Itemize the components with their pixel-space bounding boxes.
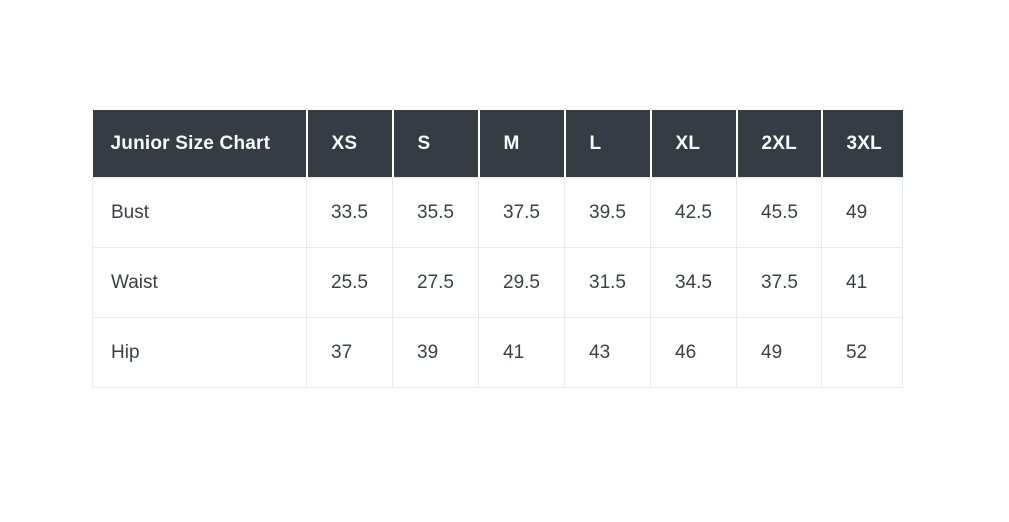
header-row: Junior Size Chart XS S M L XL 2XL 3XL [92,110,903,178]
row-label-hip: Hip [92,317,307,388]
column-header-m: M [477,110,565,178]
value-cell-hip-xs: 37 [306,317,393,388]
table-row-waist: Waist 25.5 27.5 29.5 31.5 34.5 37.5 41 [92,247,903,318]
table-title-cell: Junior Size Chart [92,110,307,178]
column-header-xs: XS [305,110,393,178]
table-row-hip: Hip 37 39 41 43 46 49 52 [92,317,903,388]
value-cell-bust-xs: 33.5 [306,177,393,248]
value-cell-bust-xl: 42.5 [650,177,737,248]
value-cell-waist-m: 29.5 [478,247,565,318]
value-cell-bust-2xl: 45.5 [736,177,822,248]
column-header-2xl: 2XL [735,110,822,178]
junior-size-chart-table: Junior Size Chart XS S M L XL 2XL 3XL Bust 33.5… [92,110,903,388]
column-header-3xl: 3XL [820,110,903,178]
value-cell-waist-xs: 25.5 [306,247,393,318]
column-header-xl: XL [649,110,737,178]
row-label-bust: Bust [92,177,307,248]
value-cell-waist-s: 27.5 [392,247,479,318]
table-row-bust: Bust 33.5 35.5 37.5 39.5 42.5 45.5 49 [92,177,903,248]
value-cell-hip-2xl: 49 [736,317,822,388]
value-cell-waist-3xl: 41 [821,247,903,318]
value-cell-hip-l: 43 [564,317,651,388]
value-cell-waist-2xl: 37.5 [736,247,822,318]
value-cell-hip-3xl: 52 [821,317,903,388]
value-cell-bust-s: 35.5 [392,177,479,248]
value-cell-waist-xl: 34.5 [650,247,737,318]
value-cell-hip-m: 41 [478,317,565,388]
value-cell-hip-s: 39 [392,317,479,388]
value-cell-waist-l: 31.5 [564,247,651,318]
table-body: Bust 33.5 35.5 37.5 39.5 42.5 45.5 49 Waist 25.5 2… [92,177,903,388]
row-label-waist: Waist [92,247,307,318]
column-header-s: S [391,110,479,178]
value-cell-bust-l: 39.5 [564,177,651,248]
value-cell-hip-xl: 46 [650,317,737,388]
value-cell-bust-3xl: 49 [821,177,903,248]
column-header-l: L [563,110,651,178]
table-header: Junior Size Chart XS S M L XL 2XL 3XL [92,110,903,178]
value-cell-bust-m: 37.5 [478,177,565,248]
